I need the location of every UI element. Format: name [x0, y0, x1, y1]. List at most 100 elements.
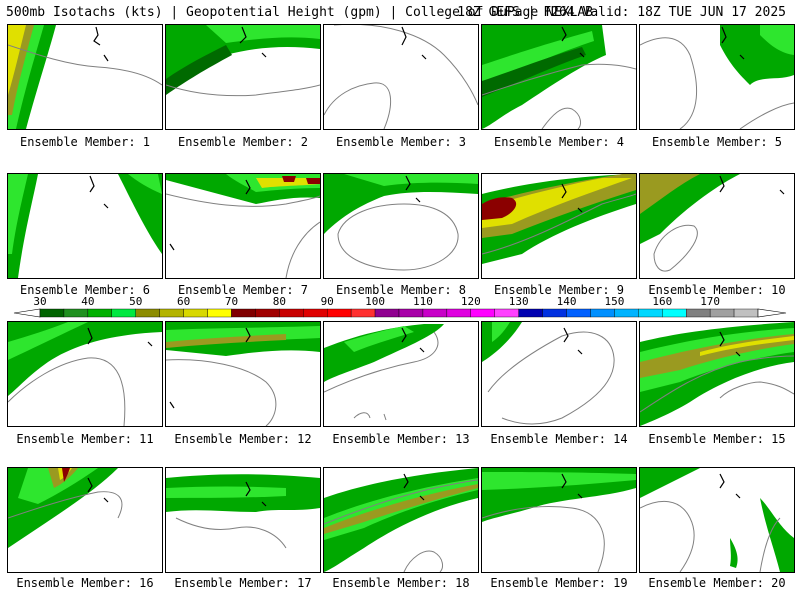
ensemble-panel-16	[7, 467, 163, 573]
colorbar-swatch	[111, 308, 136, 318]
panel-label: Ensemble Member: 13	[332, 432, 470, 446]
ensemble-panel-20	[639, 467, 795, 573]
panel-map	[324, 468, 478, 572]
ensemble-panel-5	[639, 24, 795, 130]
colorbar-tick-label: 140	[556, 295, 577, 308]
colorbar-swatch	[327, 308, 352, 318]
colorbar-swatch	[662, 308, 687, 318]
panel-map	[166, 474, 320, 549]
panel-map	[640, 174, 785, 272]
colorbar-swatch	[733, 308, 759, 318]
ensemble-panel-1	[7, 24, 163, 130]
panel-map	[482, 25, 636, 129]
panel-map	[324, 25, 478, 129]
panel-map	[482, 468, 636, 572]
panel-map	[640, 25, 794, 129]
ensemble-panel-15	[639, 321, 795, 427]
colorbar-left-arrow	[13, 308, 41, 318]
colorbar-tick-label: 40	[81, 295, 95, 308]
colorbar-tick-label: 160	[652, 295, 673, 308]
panel-label: Ensemble Member: 2	[177, 135, 309, 149]
panel-map	[8, 322, 162, 426]
colorbar-swatch	[494, 308, 519, 318]
colorbar-swatch	[303, 308, 328, 318]
colorbar-swatch	[183, 308, 208, 318]
ensemble-panel-14	[481, 321, 637, 427]
header-valid-time: 18Z GEFS | F264 Valid: 18Z TUE JUN 17 20…	[457, 5, 786, 20]
ensemble-panel-6	[7, 173, 163, 279]
panel-label: Ensemble Member: 20	[648, 576, 786, 590]
panel-map	[324, 324, 444, 421]
colorbar-swatches	[13, 308, 787, 318]
ensemble-panel-18	[323, 467, 479, 573]
colorbar-swatch	[350, 308, 376, 318]
colorbar-swatch	[207, 308, 232, 318]
map-header: 500mb Isotachs (kts) | Geopotential Heig…	[6, 4, 796, 22]
colorbar-tick-label: 60	[176, 295, 191, 308]
ensemble-panel-7	[165, 173, 321, 279]
wind-speed-colorbar: 30 40 50 60 70 80 90 100 110 120 130 140 150 160 170	[0, 296, 800, 320]
colorbar-swatch	[709, 308, 735, 318]
colorbar-tick-label: 170	[700, 295, 721, 308]
ensemble-panel-2	[165, 24, 321, 130]
colorbar-swatch	[638, 308, 663, 318]
panel-map	[166, 25, 320, 97]
panel-map	[640, 468, 794, 572]
colorbar-swatch	[590, 308, 615, 318]
panel-label: Ensemble Member: 10	[648, 283, 786, 297]
colorbar-swatch	[135, 308, 160, 318]
colorbar-swatch	[374, 308, 400, 318]
colorbar-swatch	[614, 308, 639, 318]
ensemble-panel-3	[323, 24, 479, 130]
colorbar-swatch	[518, 308, 543, 318]
colorbar-tick-label: 130	[508, 295, 529, 308]
panel-label: Ensemble Member: 4	[493, 135, 625, 149]
ensemble-panel-9	[481, 173, 637, 279]
colorbar-tick-label: 70	[224, 295, 239, 308]
colorbar-swatch	[39, 308, 65, 318]
colorbar-swatch	[422, 308, 448, 318]
colorbar-swatch	[231, 308, 256, 318]
panel-map	[640, 322, 794, 426]
panel-label: Ensemble Member: 8	[335, 283, 467, 297]
colorbar-swatch	[566, 308, 591, 318]
panel-map	[324, 174, 478, 271]
ensemble-panel-8	[323, 173, 479, 279]
panel-map	[482, 322, 615, 425]
panel-label: Ensemble Member: 18	[332, 576, 470, 590]
colorbar-swatch	[63, 308, 89, 318]
colorbar-tick-label: 100	[365, 295, 385, 308]
colorbar-swatch	[542, 308, 567, 318]
panel-map	[8, 25, 162, 129]
colorbar-tick-label: 150	[604, 295, 625, 308]
panel-label: Ensemble Member: 14	[490, 432, 628, 446]
panel-label: Ensemble Member: 5	[651, 135, 783, 149]
ensemble-panel-10	[639, 173, 795, 279]
panel-map	[8, 174, 162, 278]
colorbar-swatch	[470, 308, 495, 318]
ensemble-panel-17	[165, 467, 321, 573]
colorbar-tick-label: 110	[412, 295, 433, 308]
colorbar-swatch	[159, 308, 184, 318]
panel-label: Ensemble Member: 16	[16, 576, 154, 590]
panel-map	[166, 322, 320, 426]
panel-label: Ensemble Member: 15	[648, 432, 786, 446]
colorbar-right-arrow	[757, 308, 787, 318]
panel-map	[482, 174, 636, 264]
colorbar-tick-label: 50	[129, 295, 143, 308]
colorbar-swatch	[279, 308, 304, 318]
ensemble-panel-12	[165, 321, 321, 427]
panel-label: Ensemble Member: 12	[174, 432, 312, 446]
colorbar-tick-label: 80	[272, 295, 286, 308]
header-title: 500mb Isotachs (kts) | Geopotential Heig…	[6, 5, 593, 20]
panel-label: Ensemble Member: 7	[177, 283, 309, 297]
panel-label: Ensemble Member: 11	[16, 432, 154, 446]
colorbar-swatch	[398, 308, 424, 318]
colorbar-tick-label: 120	[460, 295, 481, 308]
colorbar-swatch	[446, 308, 472, 318]
ensemble-panel-4	[481, 24, 637, 130]
colorbar-swatch	[255, 308, 280, 318]
colorbar-tick-label: 30	[33, 295, 47, 308]
colorbar-swatch	[686, 308, 711, 318]
ensemble-panel-11	[7, 321, 163, 427]
